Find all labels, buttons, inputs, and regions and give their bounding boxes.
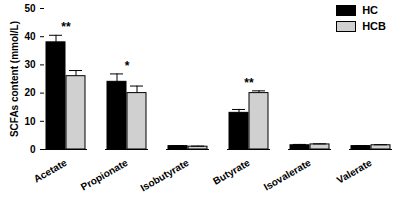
svg-text:Isovalerate: Isovalerate <box>262 157 313 193</box>
svg-text:**: ** <box>61 20 71 34</box>
svg-text:Valerate: Valerate <box>335 157 374 186</box>
svg-text:Butyrate: Butyrate <box>211 157 252 187</box>
svg-text:0: 0 <box>30 144 36 155</box>
svg-text:**: ** <box>244 76 254 90</box>
svg-text:40: 40 <box>24 31 36 42</box>
html-text:HCB: HCB <box>362 20 386 32</box>
svg-text:10: 10 <box>24 116 36 127</box>
svg-text:Acetate: Acetate <box>32 157 69 185</box>
svg-text:Isobutyrate: Isobutyrate <box>138 157 191 194</box>
svg-text:50: 50 <box>24 3 36 14</box>
svg-text:Propionate: Propionate <box>79 157 130 193</box>
svg-text:20: 20 <box>24 87 36 98</box>
svg-text:SCFAs content (mmol/L): SCFAs content (mmol/L) <box>9 21 20 137</box>
html-text:HC: HC <box>362 4 378 16</box>
svg-text:*: * <box>125 59 130 73</box>
svg-text:30: 30 <box>24 59 36 70</box>
